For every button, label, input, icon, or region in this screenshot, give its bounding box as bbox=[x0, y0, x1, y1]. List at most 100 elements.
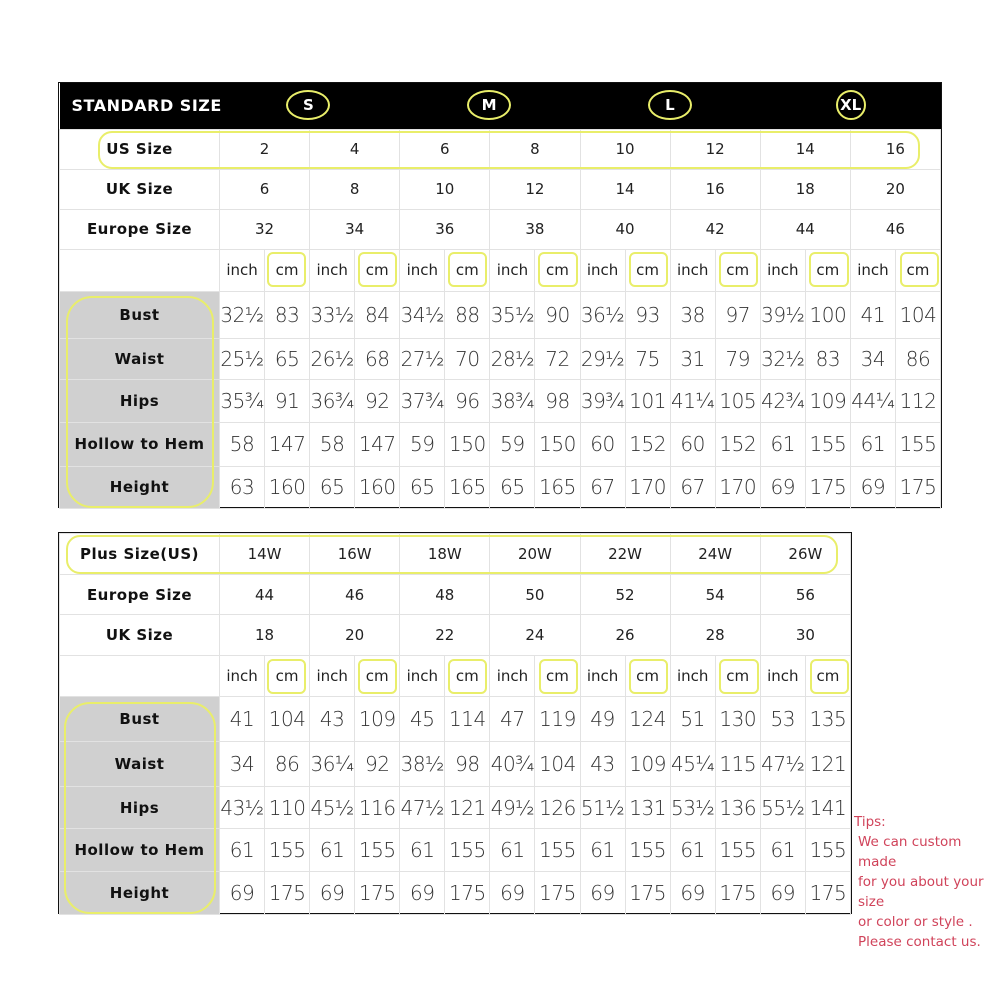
size-value: 46 bbox=[849, 208, 942, 250]
measure-label: Bust bbox=[59, 290, 220, 339]
size-value: 12 bbox=[489, 168, 581, 210]
size-value: 24W bbox=[669, 533, 761, 575]
measure-value: 135 bbox=[804, 696, 852, 742]
measure-value: 112 bbox=[894, 378, 942, 423]
unit-cm: cm bbox=[264, 655, 311, 697]
measure-value: 155 bbox=[624, 828, 671, 872]
size-group-cell bbox=[399, 83, 580, 129]
standard-size-chart: STANDARD SIZE US Size 2 4 6 8 10 12 14 16 UK Size 6… bbox=[58, 82, 942, 509]
measure-value: 160 bbox=[264, 465, 311, 509]
measure-row: Hips 43½ 110 45½ 116 47½ 121 49½ 126 51½ 131 53½ 136… bbox=[59, 786, 852, 829]
size-value: 4 bbox=[309, 128, 401, 170]
size-value: 18W bbox=[399, 533, 491, 575]
measure-value: 175 bbox=[714, 871, 761, 915]
measure-value: 43 bbox=[579, 741, 626, 787]
measure-label: Waist bbox=[59, 337, 220, 380]
measure-value: 47 bbox=[489, 696, 536, 742]
size-value: 28 bbox=[669, 614, 761, 656]
measure-value: 114 bbox=[444, 696, 491, 742]
measure-value: 34½ bbox=[399, 290, 446, 339]
unit-cm: cm bbox=[534, 655, 581, 697]
measure-value: 53 bbox=[759, 696, 806, 742]
size-row-label: Plus Size(US) bbox=[59, 533, 220, 575]
measure-value: 150 bbox=[444, 421, 491, 467]
size-value: 46 bbox=[309, 574, 401, 615]
measure-value: 25½ bbox=[218, 337, 266, 380]
measure-value: 84 bbox=[354, 290, 401, 339]
measure-value: 96 bbox=[444, 378, 491, 423]
unit-row-label bbox=[59, 655, 220, 697]
tips-line: for you about your size bbox=[858, 874, 984, 910]
size-value: 18 bbox=[218, 614, 311, 656]
measure-value: 155 bbox=[354, 828, 401, 872]
measure-value: 65 bbox=[309, 465, 356, 509]
measure-label: Hips bbox=[59, 786, 220, 829]
measure-value: 121 bbox=[804, 741, 852, 787]
measure-value: 86 bbox=[264, 741, 311, 787]
measure-value: 115 bbox=[714, 741, 761, 787]
measure-value: 38½ bbox=[399, 741, 446, 787]
unit-cm: cm bbox=[624, 248, 671, 292]
measure-value: 38¾ bbox=[489, 378, 536, 423]
unit-cm: cm bbox=[714, 655, 761, 697]
size-group-cell bbox=[760, 83, 941, 129]
measure-value: 97 bbox=[714, 290, 761, 339]
measure-value: 29½ bbox=[579, 337, 626, 380]
measure-value: 175 bbox=[264, 871, 311, 915]
unit-row: inch cm inch cm inch cm inch cm inch cm inch cm inch… bbox=[59, 248, 942, 292]
size-row-label: UK Size bbox=[59, 168, 220, 210]
size-value: 48 bbox=[399, 574, 491, 615]
unit-cm: cm bbox=[894, 248, 942, 292]
measure-value: 155 bbox=[264, 828, 311, 872]
size-value: 24 bbox=[489, 614, 581, 656]
size-value: 14 bbox=[759, 128, 851, 170]
tips-line: Please contact us. bbox=[858, 934, 981, 950]
measure-value: 155 bbox=[804, 421, 851, 467]
measure-row: Waist 25½ 65 26½ 68 27½ 70 28½ 72 29½ 75 31 79 32½ 83 3… bbox=[59, 337, 942, 380]
unit-cm: cm bbox=[444, 655, 491, 697]
size-value: 20 bbox=[849, 168, 942, 210]
measure-value: 68 bbox=[354, 337, 401, 380]
measure-value: 43½ bbox=[218, 786, 266, 829]
measure-value: 51 bbox=[669, 696, 716, 742]
measure-value: 61 bbox=[309, 828, 356, 872]
measure-value: 61 bbox=[218, 828, 266, 872]
measure-value: 59 bbox=[399, 421, 446, 467]
measure-value: 35¾ bbox=[218, 378, 266, 423]
measure-value: 31 bbox=[669, 337, 716, 380]
measure-value: 152 bbox=[624, 421, 671, 467]
tips-note: Tips: We can custom made for you about y… bbox=[854, 812, 1000, 952]
measure-label: Bust bbox=[59, 696, 220, 742]
measure-value: 109 bbox=[624, 741, 671, 787]
measure-value: 39¾ bbox=[579, 378, 626, 423]
measure-row: Bust 41 104 43 109 45 114 47 119 49 124 51 130 53 135 bbox=[59, 696, 852, 742]
unit-inch: inch bbox=[669, 248, 716, 292]
measure-value: 47½ bbox=[399, 786, 446, 829]
measure-value: 109 bbox=[804, 378, 851, 423]
measure-row: Waist 34 86 36¼ 92 38½ 98 40¾ 104 43 109 45¼ 115 47½ 1… bbox=[59, 741, 852, 787]
measure-value: 92 bbox=[354, 378, 401, 423]
unit-row: inch cm inch cm inch cm inch cm inch cm inch cm inch… bbox=[59, 655, 852, 697]
measure-value: 69 bbox=[579, 871, 626, 915]
measure-value: 37¾ bbox=[399, 378, 446, 423]
measure-value: 69 bbox=[218, 871, 266, 915]
measure-value: 49 bbox=[579, 696, 626, 742]
size-value: 40 bbox=[579, 208, 671, 250]
size-row-label: US Size bbox=[59, 128, 220, 170]
measure-row: Bust 32½ 83 33½ 84 34½ 88 35½ 90 36½ 93 38 97 39½ 100 4… bbox=[59, 290, 942, 339]
size-row: Europe Size 32 34 36 38 40 42 44 46 bbox=[59, 208, 942, 250]
measure-value: 61 bbox=[489, 828, 536, 872]
measure-value: 41¼ bbox=[669, 378, 716, 423]
measure-value: 75 bbox=[624, 337, 671, 380]
measure-value: 175 bbox=[894, 465, 942, 509]
measure-row: Height 69 175 69 175 69 175 69 175 69 175 69 175 69 17… bbox=[59, 871, 852, 915]
size-value: 30 bbox=[759, 614, 852, 656]
size-value: 16 bbox=[849, 128, 942, 170]
measure-value: 36½ bbox=[579, 290, 626, 339]
measure-label: Waist bbox=[59, 741, 220, 787]
measure-value: 175 bbox=[444, 871, 491, 915]
measure-value: 65 bbox=[399, 465, 446, 509]
size-row: US Size 2 4 6 8 10 12 14 16 bbox=[59, 128, 942, 170]
measure-value: 91 bbox=[264, 378, 311, 423]
measure-value: 104 bbox=[534, 741, 581, 787]
